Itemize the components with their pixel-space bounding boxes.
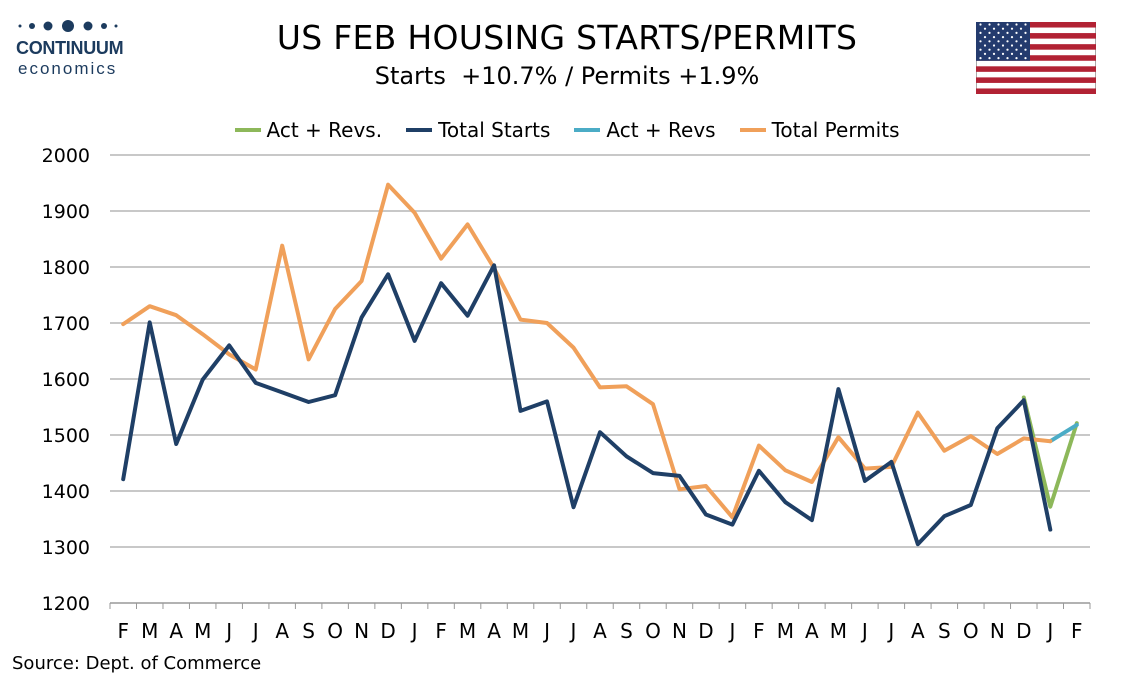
x-tick-label: N: [354, 619, 369, 643]
continuum-logo: CONTINUUM economics: [14, 14, 134, 78]
chart-subtitle: Starts +10.7% / Permits +1.9%: [374, 62, 760, 90]
legend-label: Act + Revs.: [266, 118, 383, 142]
legend-item-act-revs-starts: Act + Revs.: [234, 118, 383, 142]
x-tick-label: A: [805, 619, 819, 643]
x-tick-label: M: [512, 619, 529, 643]
x-tick-label: O: [327, 619, 343, 643]
y-tick-label: 1700: [42, 313, 90, 335]
series-act-revs-permits-line: [1048, 422, 1079, 444]
legend-item-act-revs-permits: Act + Revs: [574, 118, 716, 142]
x-tick-label: N: [672, 619, 687, 643]
x-tick-label: F: [435, 619, 447, 643]
x-tick-label: J: [251, 619, 259, 643]
x-tick-label: J: [886, 619, 894, 643]
legend-swatch: [739, 128, 766, 132]
x-tick-label: A: [275, 619, 289, 643]
x-tick-label: M: [459, 619, 476, 643]
x-tick-label: J: [1045, 619, 1053, 643]
x-tick-label: F: [117, 619, 129, 643]
y-tick-label: 1400: [42, 481, 90, 503]
y-tick-label: 1600: [42, 369, 90, 391]
chart-title: US FEB HOUSING STARTS/PERMITS: [276, 18, 858, 57]
x-tick-label: S: [302, 619, 315, 643]
logo-dots-icon: [18, 20, 118, 32]
x-tick-label: M: [194, 619, 211, 643]
source-note: Source: Dept. of Commerce: [12, 653, 262, 674]
y-tick-label: 2000: [42, 145, 90, 167]
legend-swatch: [234, 128, 261, 132]
x-tick-label: S: [620, 619, 633, 643]
x-tick-label: O: [645, 619, 661, 643]
y-tick-label: 1500: [42, 425, 90, 447]
x-tick-label: M: [830, 619, 847, 643]
x-tick-label: J: [569, 619, 577, 643]
x-tick-label: M: [141, 619, 158, 643]
x-tick-label: O: [963, 619, 979, 643]
y-tick-label: 1900: [42, 201, 90, 223]
x-tick-label: J: [542, 619, 550, 643]
x-tick-label: D: [1016, 619, 1031, 643]
x-tick-label: D: [380, 619, 395, 643]
x-tick-label: A: [593, 619, 607, 643]
x-tick-label: D: [698, 619, 713, 643]
logo-name: CONTINUUM: [16, 38, 124, 58]
x-tick-label: A: [169, 619, 183, 643]
legend-item-total-starts: Total Starts: [406, 118, 550, 142]
legend-swatch: [406, 128, 433, 132]
x-tick-label: J: [727, 619, 735, 643]
x-tick-label: J: [410, 619, 418, 643]
logo-subtitle: economics: [18, 59, 118, 78]
x-tick-label: A: [911, 619, 925, 643]
chart-legend: Act + Revs. Total Starts Act + Revs Tota…: [0, 118, 1134, 142]
x-tick-label: A: [487, 619, 501, 643]
series-total-starts-line: [121, 263, 1053, 547]
legend-label: Total Permits: [771, 118, 900, 142]
y-tick-label: 1800: [42, 257, 90, 279]
x-tick-label: S: [938, 619, 951, 643]
y-tick-label: 1200: [42, 593, 90, 615]
legend-item-total-permits: Total Permits: [739, 118, 900, 142]
x-tick-label: F: [753, 619, 765, 643]
x-tick-label: J: [224, 619, 232, 643]
legend-label: Total Starts: [438, 118, 551, 142]
series-total-permits-line: [121, 182, 1053, 520]
legend-swatch: [574, 128, 601, 132]
us-flag-icon: [976, 22, 1096, 94]
x-tick-label: M: [777, 619, 794, 643]
y-tick-label: 1300: [42, 537, 90, 559]
x-tick-label: N: [990, 619, 1005, 643]
x-tick-label: F: [1071, 619, 1083, 643]
x-tick-label: J: [860, 619, 868, 643]
legend-label: Act + Revs: [606, 118, 716, 142]
